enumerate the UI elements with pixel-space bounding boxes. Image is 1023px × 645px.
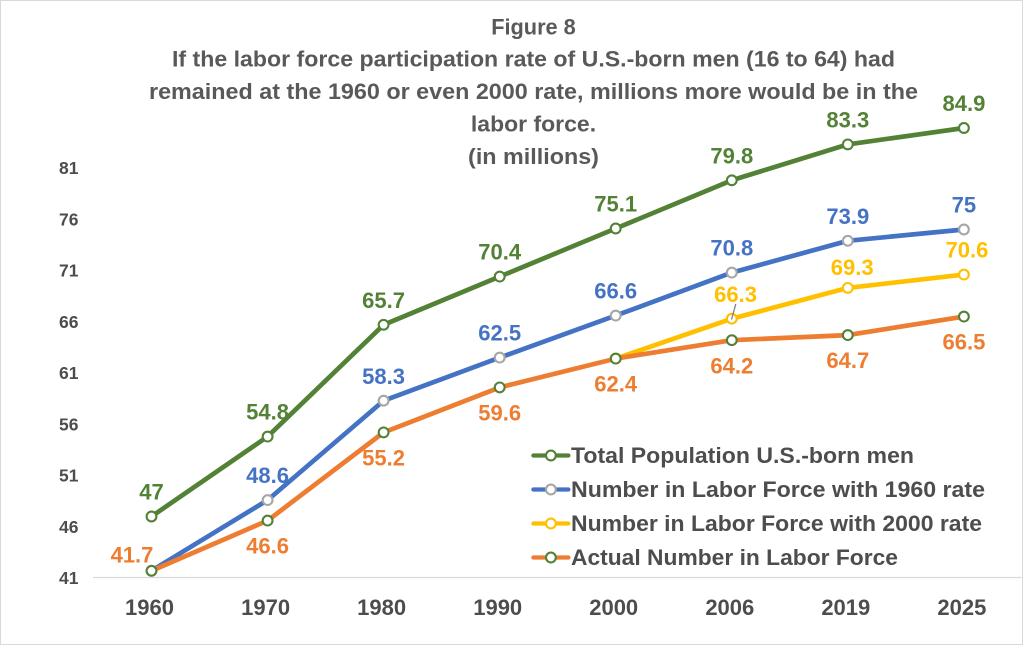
svg-text:46.6: 46.6: [246, 534, 289, 559]
svg-text:If the labor force participati: If the labor force participation rate of…: [172, 47, 895, 72]
svg-text:64.2: 64.2: [710, 353, 753, 378]
svg-text:59.6: 59.6: [478, 401, 521, 426]
svg-text:66.3: 66.3: [714, 282, 757, 307]
svg-text:61: 61: [59, 363, 79, 383]
svg-text:83.3: 83.3: [826, 108, 869, 133]
svg-text:labor force.: labor force.: [471, 112, 596, 137]
svg-text:Figure 8: Figure 8: [491, 14, 576, 39]
svg-text:62.5: 62.5: [478, 321, 521, 346]
svg-text:64.7: 64.7: [826, 348, 869, 373]
svg-text:Total Population U.S.-born men: Total Population U.S.-born men: [571, 443, 914, 468]
svg-text:73.9: 73.9: [826, 204, 869, 229]
svg-text:79.8: 79.8: [710, 143, 753, 168]
svg-text:2019: 2019: [821, 595, 870, 620]
svg-text:75.1: 75.1: [594, 192, 637, 217]
svg-text:58.3: 58.3: [362, 364, 405, 389]
svg-text:70.6: 70.6: [945, 238, 988, 263]
svg-text:1980: 1980: [357, 595, 406, 620]
svg-text:1970: 1970: [241, 595, 290, 620]
svg-text:70.8: 70.8: [710, 236, 753, 261]
svg-text:41: 41: [59, 568, 79, 588]
svg-text:69.3: 69.3: [831, 255, 874, 280]
svg-text:65.7: 65.7: [362, 288, 405, 313]
svg-text:Number in Labor Force with 196: Number in Labor Force with 1960 rate: [571, 477, 985, 502]
svg-text:75: 75: [952, 193, 976, 218]
svg-text:1990: 1990: [473, 595, 522, 620]
svg-text:1960: 1960: [125, 595, 174, 620]
svg-text:66.5: 66.5: [942, 330, 985, 355]
svg-text:47: 47: [139, 480, 163, 505]
svg-text:2000: 2000: [589, 595, 638, 620]
svg-text:(in millions): (in millions): [468, 144, 599, 169]
svg-text:62.4: 62.4: [594, 372, 638, 397]
svg-text:81: 81: [59, 158, 79, 178]
svg-text:84.9: 84.9: [942, 91, 985, 116]
svg-text:54.8: 54.8: [246, 400, 289, 425]
svg-text:56: 56: [59, 414, 79, 434]
svg-text:2025: 2025: [937, 595, 986, 620]
svg-text:66.6: 66.6: [594, 279, 637, 304]
svg-text:51: 51: [59, 466, 79, 486]
svg-text:71: 71: [59, 261, 79, 281]
svg-text:55.2: 55.2: [362, 446, 405, 471]
svg-text:48.6: 48.6: [246, 463, 289, 488]
svg-text:70.4: 70.4: [478, 240, 522, 265]
svg-text:46: 46: [59, 517, 79, 537]
svg-text:Number in Labor Force with 200: Number in Labor Force with 2000 rate: [571, 511, 982, 536]
svg-text:76: 76: [59, 209, 79, 229]
svg-text:2006: 2006: [705, 595, 754, 620]
svg-text:remained at the 1960 or even 2: remained at the 1960 or even 2000 rate, …: [149, 79, 918, 104]
svg-text:Actual Number in Labor Force: Actual Number in Labor Force: [571, 545, 898, 570]
svg-text:41.7: 41.7: [111, 543, 154, 568]
svg-text:66: 66: [59, 312, 79, 332]
